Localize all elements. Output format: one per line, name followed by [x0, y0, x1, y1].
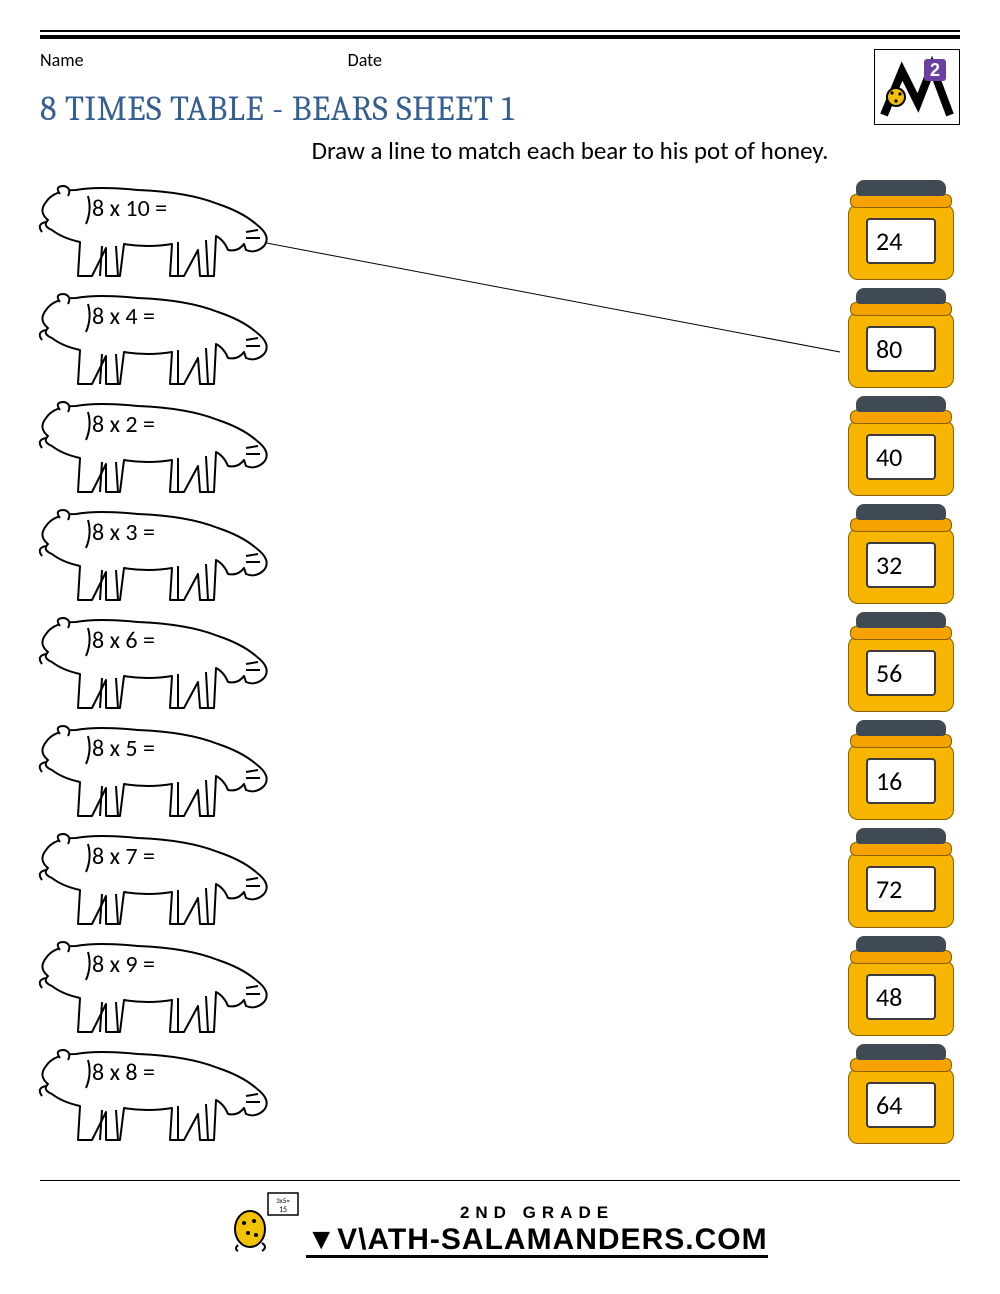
match-line-segment [240, 238, 840, 352]
jar-value: 48 [866, 974, 936, 1020]
honey-jar: 64 [848, 1044, 954, 1146]
jar-value: 80 [866, 326, 936, 372]
honey-jar: 72 [848, 828, 954, 930]
jar-cap [856, 180, 946, 196]
bear-expression: 8 x 7 = [92, 842, 155, 871]
bear-expression: 8 x 4 = [92, 302, 155, 331]
jars-column: 24 80 40 32 56 16 72 48 64 [848, 180, 954, 1152]
honey-jar: 80 [848, 288, 954, 390]
jar-rim [850, 626, 952, 640]
bear-row: 8 x 9 = [40, 936, 300, 1044]
bear-row: 8 x 7 = [40, 828, 300, 936]
bear-expression: 8 x 9 = [92, 950, 155, 979]
jar-value: 32 [866, 542, 936, 588]
honey-jar: 56 [848, 612, 954, 714]
bear-expression: 8 x 8 = [92, 1058, 155, 1087]
bear-row: 8 x 2 = [40, 396, 300, 504]
jar-cap [856, 828, 946, 844]
jar-value: 64 [866, 1082, 936, 1128]
honey-jar: 24 [848, 180, 954, 282]
jar-rim [850, 1058, 952, 1072]
jar-cap [856, 504, 946, 520]
jar-value: 24 [866, 218, 936, 264]
jar-cap [856, 288, 946, 304]
brand-logo: 2 [874, 49, 960, 125]
bears-column: 8 x 10 = 8 x 4 = [40, 180, 300, 1152]
worksheet-content: 8 x 10 = 8 x 4 = [40, 180, 960, 1180]
jar-rim [850, 518, 952, 532]
meta-row: Name Date [40, 49, 960, 71]
grade-badge-number: 2 [930, 60, 940, 80]
svg-text:15: 15 [279, 1205, 287, 1215]
bear-expression: 8 x 2 = [92, 410, 155, 439]
date-label: Date [348, 49, 382, 71]
jar-value: 40 [866, 434, 936, 480]
bear-row: 8 x 5 = [40, 720, 300, 828]
footer-salamander-icon: 3x5= 15 [232, 1191, 302, 1258]
bear-row: 8 x 10 = [40, 180, 300, 288]
jar-rim [850, 842, 952, 856]
jar-cap [856, 396, 946, 412]
jar-rim [850, 734, 952, 748]
jar-value: 56 [866, 650, 936, 696]
jar-cap [856, 1044, 946, 1060]
jar-value: 72 [866, 866, 936, 912]
footer: 3x5= 15 2ND GRADE ▼V\ATH-SALAMANDERS.COM [40, 1180, 960, 1258]
bear-expression: 8 x 3 = [92, 518, 155, 547]
worksheet-title: 8 TIMES TABLE - BEARS SHEET 1 [40, 89, 960, 129]
jar-rim [850, 410, 952, 424]
bear-expression: 8 x 5 = [92, 734, 155, 763]
instruction-text: Draw a line to match each bear to his po… [180, 135, 960, 166]
jar-value: 16 [866, 758, 936, 804]
footer-site-text: ▼V\ATH-SALAMANDERS.COM [306, 1225, 767, 1258]
bear-row: 8 x 3 = [40, 504, 300, 612]
honey-jar: 48 [848, 936, 954, 1038]
name-label: Name [40, 49, 84, 71]
bear-expression: 8 x 6 = [92, 626, 155, 655]
honey-jar: 16 [848, 720, 954, 822]
jar-cap [856, 936, 946, 952]
honey-jar: 32 [848, 504, 954, 606]
jar-rim [850, 194, 952, 208]
bear-row: 8 x 6 = [40, 612, 300, 720]
bear-row: 8 x 8 = [40, 1044, 300, 1152]
footer-grade-text: 2ND GRADE [306, 1203, 767, 1223]
bear-expression: 8 x 10 = [92, 194, 167, 223]
honey-jar: 40 [848, 396, 954, 498]
jar-rim [850, 302, 952, 316]
bear-row: 8 x 4 = [40, 288, 300, 396]
svg-text:3x5=: 3x5= [277, 1196, 291, 1205]
jar-rim [850, 950, 952, 964]
jar-cap [856, 612, 946, 628]
jar-cap [856, 720, 946, 736]
top-rule [40, 30, 960, 39]
